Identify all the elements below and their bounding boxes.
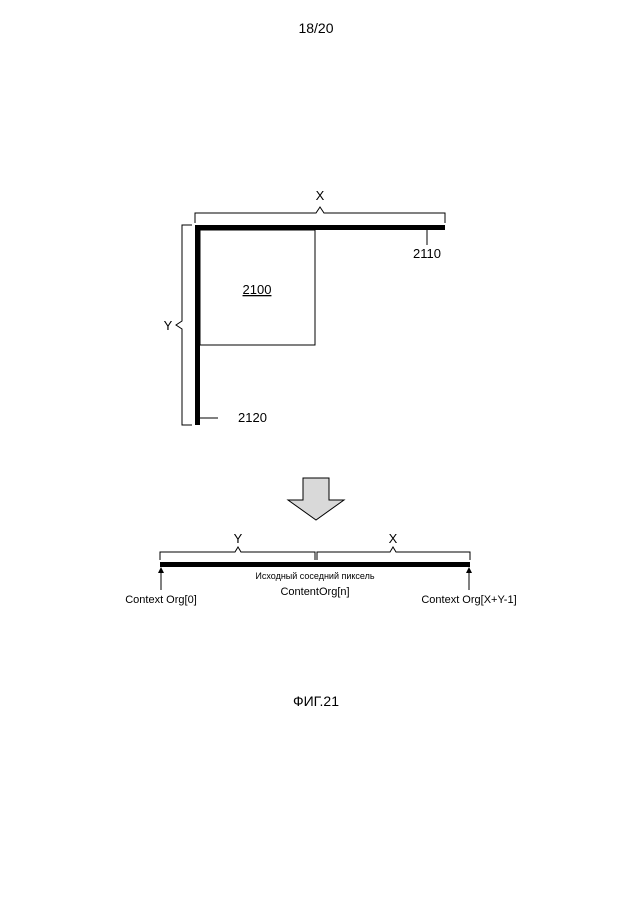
left-strip bbox=[195, 225, 200, 425]
linear-caption: Исходный соседний пиксель bbox=[255, 571, 374, 581]
block-2100-label: 2100 bbox=[243, 282, 272, 297]
top-strip-label: 2110 bbox=[413, 246, 441, 261]
y-label: Y bbox=[164, 318, 173, 333]
linear-strip bbox=[160, 562, 470, 567]
x-brace: X bbox=[195, 188, 445, 223]
linear-x-brace: X bbox=[317, 531, 470, 560]
x-label: X bbox=[316, 188, 325, 203]
y-brace: Y bbox=[164, 225, 192, 425]
left-strip-label: 2120 bbox=[238, 410, 267, 425]
top-strip bbox=[195, 225, 445, 230]
leader-2110: 2110 bbox=[413, 230, 441, 261]
down-arrow-icon bbox=[288, 478, 344, 520]
linear-center-label: ContentOrg[n] bbox=[280, 586, 349, 598]
leader-2120: 2120 bbox=[200, 410, 267, 425]
linear-x-label: X bbox=[389, 531, 398, 546]
linear-right-end-label: Context Org[X+Y-1] bbox=[421, 594, 516, 606]
linear-left-end-label: Context Org[0] bbox=[125, 594, 197, 606]
linear-y-brace: Y bbox=[160, 531, 315, 560]
diagram-svg: X Y 2100 2110 2120 Y bbox=[0, 0, 632, 899]
linear-y-label: Y bbox=[234, 531, 243, 546]
